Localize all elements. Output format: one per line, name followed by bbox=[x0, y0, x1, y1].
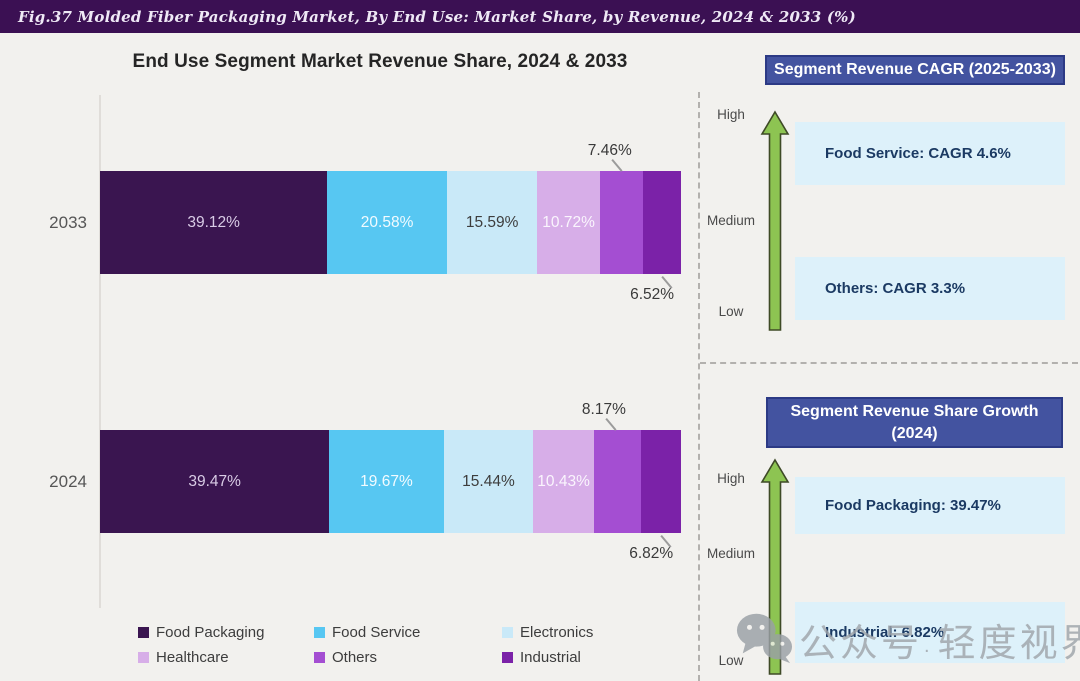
legend-item-electronics: Electronics bbox=[502, 624, 593, 641]
cagr-up-arrow-icon bbox=[760, 110, 790, 337]
legend-item-food-service: Food Service bbox=[314, 624, 502, 641]
year-label-2024: 2024 bbox=[49, 472, 87, 491]
growth-up-arrow-icon bbox=[760, 458, 790, 681]
callout-value-label: 6.52% bbox=[630, 286, 675, 303]
bar-2033-segments: 39.12% 20.58% 15.59% 10.72% bbox=[100, 171, 681, 274]
bar-segment-industrial bbox=[643, 171, 681, 274]
bar-segment-industrial bbox=[641, 430, 681, 533]
legend-label: Others bbox=[332, 649, 378, 666]
segment-value-label: 20.58% bbox=[360, 213, 414, 231]
legend-swatch-healthcare bbox=[138, 652, 149, 663]
growth-scale-high: High bbox=[717, 471, 745, 486]
bar-segment-healthcare: 10.72% bbox=[537, 171, 600, 274]
callout-leader-line bbox=[605, 418, 617, 431]
callout-leader-line bbox=[611, 159, 622, 172]
bar-segment-food-service: 20.58% bbox=[327, 171, 447, 274]
cagr-header-text: Segment Revenue CAGR (2025-2033) bbox=[774, 61, 1056, 79]
cagr-box-others: Others: CAGR 3.3% bbox=[795, 257, 1065, 320]
bar-segment-food-packaging: 39.47% bbox=[100, 430, 330, 533]
cagr-scale-medium: Medium bbox=[706, 213, 755, 228]
legend-item-others: Others bbox=[314, 649, 502, 666]
callout-value-label: 7.46% bbox=[587, 142, 632, 159]
legend-item-food-packaging: Food Packaging bbox=[138, 624, 314, 641]
stacked-bar-2033: 39.12% 20.58% 15.59% 10.72% 7.46% 6.52% bbox=[100, 142, 681, 303]
growth-scale-medium: Medium bbox=[706, 546, 755, 561]
stacked-bar-2024: 39.47% 19.67% 15.44% 10.43% 8.17% 6.82% bbox=[100, 401, 681, 562]
legend-item-industrial: Industrial bbox=[502, 649, 593, 666]
growth-box-food-packaging: Food Packaging: 39.47% bbox=[795, 477, 1065, 534]
legend-swatch-industrial bbox=[502, 652, 513, 663]
growth-header-line2: (2024) bbox=[891, 424, 938, 442]
segment-value-label: 10.43% bbox=[537, 472, 590, 490]
chart-title: End Use Segment Market Revenue Share, 20… bbox=[132, 51, 628, 72]
legend-swatch-others bbox=[314, 652, 325, 663]
bar-segment-food-packaging: 39.12% bbox=[100, 171, 328, 274]
vertical-dashed-divider bbox=[698, 92, 700, 681]
legend-label: Healthcare bbox=[156, 649, 229, 666]
figure-caption: Fig.37 Molded Fiber Packaging Market, By… bbox=[18, 7, 856, 26]
segment-value-label: 19.67% bbox=[360, 472, 413, 490]
segment-value-label: 10.72% bbox=[542, 213, 595, 231]
bar-segment-electronics: 15.44% bbox=[443, 430, 534, 533]
cagr-scale-high: High bbox=[717, 107, 745, 122]
year-label-2033: 2033 bbox=[49, 213, 87, 232]
figure-header-band: Fig.37 Molded Fiber Packaging Market, By… bbox=[0, 0, 1080, 33]
horizontal-dashed-divider bbox=[700, 362, 1078, 364]
legend-swatch-food-packaging bbox=[138, 627, 149, 638]
segment-value-label: 15.59% bbox=[465, 213, 519, 231]
chart-legend: Food Packaging Food Service Electronics … bbox=[138, 624, 593, 666]
bar-segment-healthcare: 10.43% bbox=[533, 430, 594, 533]
y-axis-line bbox=[99, 95, 101, 608]
growth-scale-low: Low bbox=[718, 653, 744, 668]
bar-segment-electronics: 15.59% bbox=[446, 171, 538, 274]
cagr-panel-header: Segment Revenue CAGR (2025-2033) bbox=[765, 55, 1065, 85]
segment-value-label: 39.12% bbox=[187, 213, 240, 231]
legend-label: Food Packaging bbox=[156, 624, 265, 641]
legend-label: Electronics bbox=[520, 624, 594, 641]
cagr-scale-low: Low bbox=[718, 304, 744, 319]
bar-segment-others bbox=[593, 430, 642, 533]
legend-label: Food Service bbox=[332, 624, 421, 641]
bar-segment-others bbox=[599, 171, 644, 274]
callout-value-label: 6.82% bbox=[629, 545, 674, 562]
bar-segment-food-service: 19.67% bbox=[329, 430, 444, 533]
bar-2024-segments: 39.47% 19.67% 15.44% 10.43% bbox=[100, 430, 681, 533]
growth-header-line1: Segment Revenue Share Growth bbox=[790, 402, 1039, 420]
growth-panel-header: Segment Revenue Share Growth (2024) bbox=[766, 397, 1063, 448]
segment-value-label: 39.47% bbox=[188, 472, 241, 490]
legend-swatch-food-service bbox=[314, 627, 325, 638]
segment-value-label: 15.44% bbox=[462, 472, 515, 490]
legend-label: Industrial bbox=[520, 649, 581, 666]
cagr-box-food-service: Food Service: CAGR 4.6% bbox=[795, 122, 1065, 185]
legend-item-healthcare: Healthcare bbox=[138, 649, 314, 666]
callout-value-label: 8.17% bbox=[581, 401, 626, 418]
growth-box-industrial: Industrial: 6.82% bbox=[795, 602, 1065, 663]
legend-swatch-electronics bbox=[502, 627, 513, 638]
